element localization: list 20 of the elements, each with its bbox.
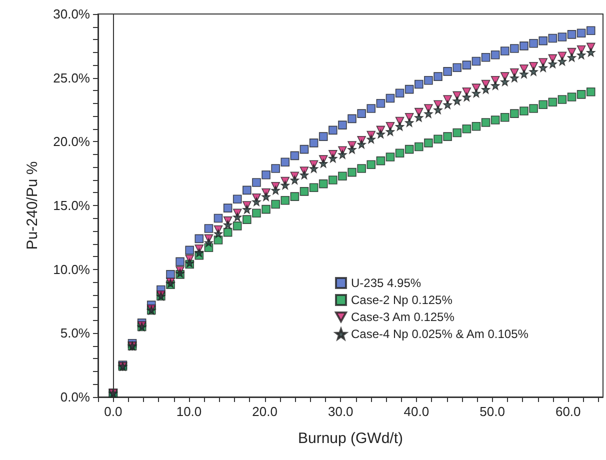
x-axis-title: Burnup (GWd/t) xyxy=(298,430,404,447)
y-tick-label: 25.0% xyxy=(53,70,90,86)
y-tick-label: 20.0% xyxy=(53,134,90,150)
x-tick-label: 40.0 xyxy=(404,404,430,419)
y-tick-label: 0.0% xyxy=(60,390,90,404)
x-tick-label: 0.0 xyxy=(104,404,122,419)
x-tick-label: 20.0 xyxy=(252,404,278,419)
x-tick-label: 30.0 xyxy=(328,404,354,419)
y-axis-title: Pu-240/Pu % xyxy=(24,161,41,250)
x-tick-label: 10.0 xyxy=(176,404,202,419)
y-tick-label: 10.0% xyxy=(53,262,90,277)
y-tick-label: 5.0% xyxy=(60,326,90,341)
legend-label: Case-2 Np 0.125% xyxy=(351,293,453,307)
x-tick-label: 50.0 xyxy=(480,404,505,419)
y-tick-label: 15.0% xyxy=(53,198,90,213)
x-tick-label: 60.0 xyxy=(555,404,581,419)
legend-label: Case-3 Am 0.125% xyxy=(351,310,455,324)
y-tick-label: 30.0% xyxy=(53,6,90,22)
legend-label: Case-4 Np 0.025% & Am 0.105% xyxy=(351,327,529,341)
legend-label: U-235 4.95% xyxy=(351,276,422,290)
